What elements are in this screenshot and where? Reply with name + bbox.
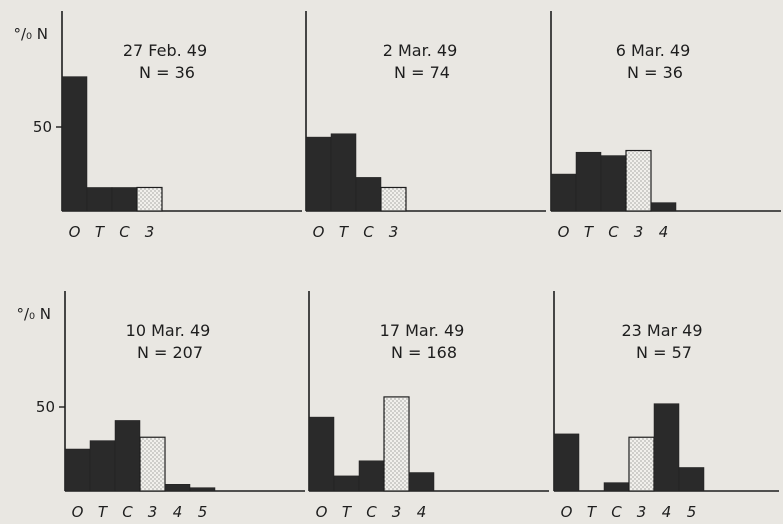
bar-t xyxy=(575,151,602,212)
x-tick-label-4: 4 xyxy=(662,503,672,521)
x-tick-label-o: O xyxy=(561,503,573,521)
x-tick-label-4: 4 xyxy=(659,223,669,241)
x-tick-label-3: 3 xyxy=(145,223,155,241)
x-tick-label-t: T xyxy=(587,503,598,521)
x-tick-label-c: C xyxy=(122,503,133,521)
x-tick-label-c: C xyxy=(366,503,377,521)
y-axis-label: °/₀ N xyxy=(16,305,51,323)
x-tick-label-3: 3 xyxy=(634,223,644,241)
x-tick-label-o: O xyxy=(313,223,325,241)
x-tick-label-t: T xyxy=(95,223,106,241)
panel-date-label: 10 Mar. 49 xyxy=(126,321,211,340)
bar-5 xyxy=(189,487,216,492)
bar-3 xyxy=(628,436,655,492)
y-axis-label: °/₀ N xyxy=(13,25,48,43)
bar-t xyxy=(333,475,360,492)
bar-o xyxy=(308,416,335,492)
bar-o xyxy=(305,136,332,212)
histogram-panel-2: O T C 3 2 Mar. 49 N = 74 xyxy=(305,11,546,241)
x-tick-label-o: O xyxy=(69,223,81,241)
x-tick-label-3: 3 xyxy=(148,503,158,521)
histogram-panel-6: O T C 3 4 5 23 Mar 49 N = 57 xyxy=(553,291,779,521)
bar-3 xyxy=(136,186,163,212)
histogram-panel-1: 50 °/₀ N O T C 3 27 Feb. 49 N = 36 xyxy=(13,11,302,241)
x-tick-label-c: C xyxy=(611,503,622,521)
bar-3 xyxy=(625,149,652,212)
bar-t xyxy=(86,187,113,212)
bar-c xyxy=(114,420,141,492)
panel-date-label: 2 Mar. 49 xyxy=(383,41,458,60)
x-tick-label-5: 5 xyxy=(198,503,208,521)
x-tick-label-c: C xyxy=(608,223,619,241)
panel-date-label: 23 Mar 49 xyxy=(621,321,702,340)
panel-n-label: N = 36 xyxy=(627,63,683,82)
x-tick-label-o: O xyxy=(72,503,84,521)
bar-4 xyxy=(650,202,677,212)
bar-4 xyxy=(164,484,191,492)
x-tick-label-t: T xyxy=(339,223,350,241)
histogram-panel-5: O T C 3 4 17 Mar. 49 N = 168 xyxy=(308,291,549,521)
panel-n-label: N = 36 xyxy=(139,63,195,82)
x-tick-label-t: T xyxy=(584,223,595,241)
panel-n-label: N = 207 xyxy=(137,343,203,362)
x-tick-label-5: 5 xyxy=(687,503,697,521)
bar-t xyxy=(330,133,357,212)
x-tick-label-o: O xyxy=(558,223,570,241)
x-tick-label-4: 4 xyxy=(417,503,427,521)
x-tick-label-t: T xyxy=(342,503,353,521)
bar-4 xyxy=(653,403,680,492)
panel-n-label: N = 168 xyxy=(391,343,457,362)
bar-c xyxy=(355,177,382,212)
panel-date-label: 17 Mar. 49 xyxy=(380,321,465,340)
x-tick-label-o: O xyxy=(316,503,328,521)
histogram-panel-4: 50 °/₀ N O T C 3 4 5 10 Mar. 49 N = 207 xyxy=(16,291,305,521)
panel-date-label: 6 Mar. 49 xyxy=(616,41,691,60)
bar-c xyxy=(111,187,138,212)
bar-t xyxy=(89,440,116,492)
x-tick-label-c: C xyxy=(363,223,374,241)
x-tick-label-t: T xyxy=(98,503,109,521)
bar-3 xyxy=(380,186,407,212)
histogram-panel-3: O T C 3 4 6 Mar. 49 N = 36 xyxy=(550,11,781,241)
bar-c xyxy=(603,482,630,492)
bar-5 xyxy=(678,467,705,492)
bar-3 xyxy=(383,396,410,492)
x-tick-label-4: 4 xyxy=(173,503,183,521)
panel-n-label: N = 57 xyxy=(636,343,692,362)
x-tick-label-c: C xyxy=(119,223,130,241)
bar-o xyxy=(64,448,91,492)
y-tick-label: 50 xyxy=(33,118,52,136)
bar-4 xyxy=(408,472,435,492)
bar-o xyxy=(61,76,88,212)
bar-o xyxy=(553,433,580,492)
x-tick-label-3: 3 xyxy=(637,503,647,521)
panel-date-label: 27 Feb. 49 xyxy=(123,41,207,60)
panel-n-label: N = 74 xyxy=(394,63,450,82)
x-tick-label-3: 3 xyxy=(392,503,402,521)
bar-o xyxy=(550,173,577,212)
x-tick-label-3: 3 xyxy=(389,223,399,241)
y-tick-label: 50 xyxy=(36,398,55,416)
bar-c xyxy=(358,460,385,492)
bar-3 xyxy=(139,436,166,492)
bar-c xyxy=(600,155,627,212)
